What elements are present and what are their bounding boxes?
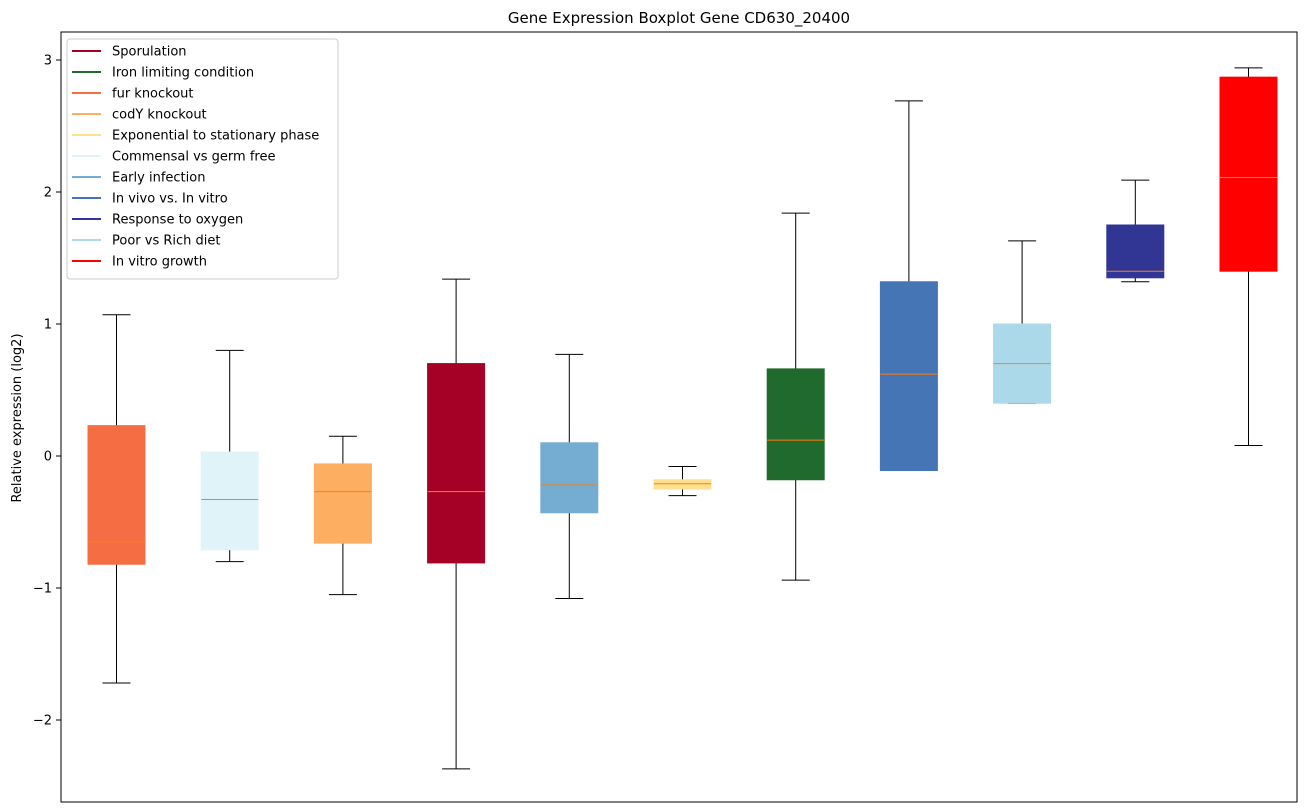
box-iqr: [653, 479, 712, 490]
legend-item: Exponential to stationary phase: [72, 129, 319, 144]
legend-label: Poor vs Rich diet: [112, 234, 220, 249]
legend-label: In vivo vs. In vitro: [112, 192, 228, 207]
legend-label: fur knockout: [112, 87, 194, 102]
legend-label: Sporulation: [112, 45, 187, 60]
y-tick-label: −2: [33, 714, 52, 729]
chart-title: Gene Expression Boxplot Gene CD630_20400: [508, 9, 850, 28]
box-iqr: [1219, 76, 1278, 272]
y-axis-label: Relative expression (log2): [10, 333, 25, 502]
box-iqr: [766, 368, 825, 481]
legend-item: Early infection: [72, 171, 205, 186]
y-tick-label: 0: [44, 450, 52, 465]
legend-item: Sporulation: [72, 45, 187, 60]
legend-item: In vivo vs. In vitro: [72, 192, 228, 207]
box-iqr: [1106, 224, 1165, 279]
legend-item: Poor vs Rich diet: [72, 234, 220, 249]
box-poor-vs-rich-diet: [993, 240, 1052, 404]
box-iqr: [540, 442, 599, 514]
legend-label: Exponential to stationary phase: [112, 129, 319, 144]
legend-label: Response to oxygen: [112, 213, 243, 228]
legend-item: Iron limiting condition: [72, 66, 254, 81]
box-sporulation: [427, 278, 486, 770]
legend-label: In vitro growth: [112, 255, 207, 270]
y-tick-label: −1: [33, 582, 52, 597]
legend-label: Early infection: [112, 171, 205, 186]
legend-item: Commensal vs germ free: [72, 150, 275, 165]
boxes: [87, 67, 1278, 770]
legend-item: Response to oxygen: [72, 213, 243, 228]
box-in-vitro-growth: [1219, 67, 1278, 446]
legend-label: Commensal vs germ free: [112, 150, 275, 165]
box-iqr: [313, 463, 372, 544]
legend-item: In vitro growth: [72, 255, 207, 270]
legend: Sporulation Iron limiting condition fur kn…: [66, 38, 339, 280]
legend-label: Iron limiting condition: [112, 66, 254, 81]
box-response-to-oxygen: [1106, 179, 1165, 283]
y-axis: −2 −1 0 1 2 3: [33, 54, 61, 729]
box-exponential-to-stationary-phase: [653, 466, 712, 497]
legend-item: codY knockout: [72, 108, 207, 123]
plot-area-frame: [60, 31, 1298, 803]
box-iqr: [427, 363, 486, 564]
box-fur-knockout: [87, 314, 146, 684]
y-tick-label: 3: [44, 54, 52, 69]
box-cody-knockout: [313, 435, 372, 596]
legend-label: codY knockout: [112, 108, 207, 123]
box-iron-limiting-condition: [766, 212, 825, 581]
y-tick-label: 2: [44, 186, 52, 201]
box-iqr: [200, 451, 259, 551]
y-tick-label: 1: [44, 318, 52, 333]
legend-item: fur knockout: [72, 87, 194, 102]
legend-frame: [66, 38, 339, 280]
box-commensal-vs-germ-free: [200, 349, 259, 563]
box-iqr: [879, 281, 938, 472]
box-iqr: [87, 425, 146, 565]
box-in-vivo-vs-in-vitro: [879, 100, 938, 472]
box-early-infection: [540, 353, 599, 600]
